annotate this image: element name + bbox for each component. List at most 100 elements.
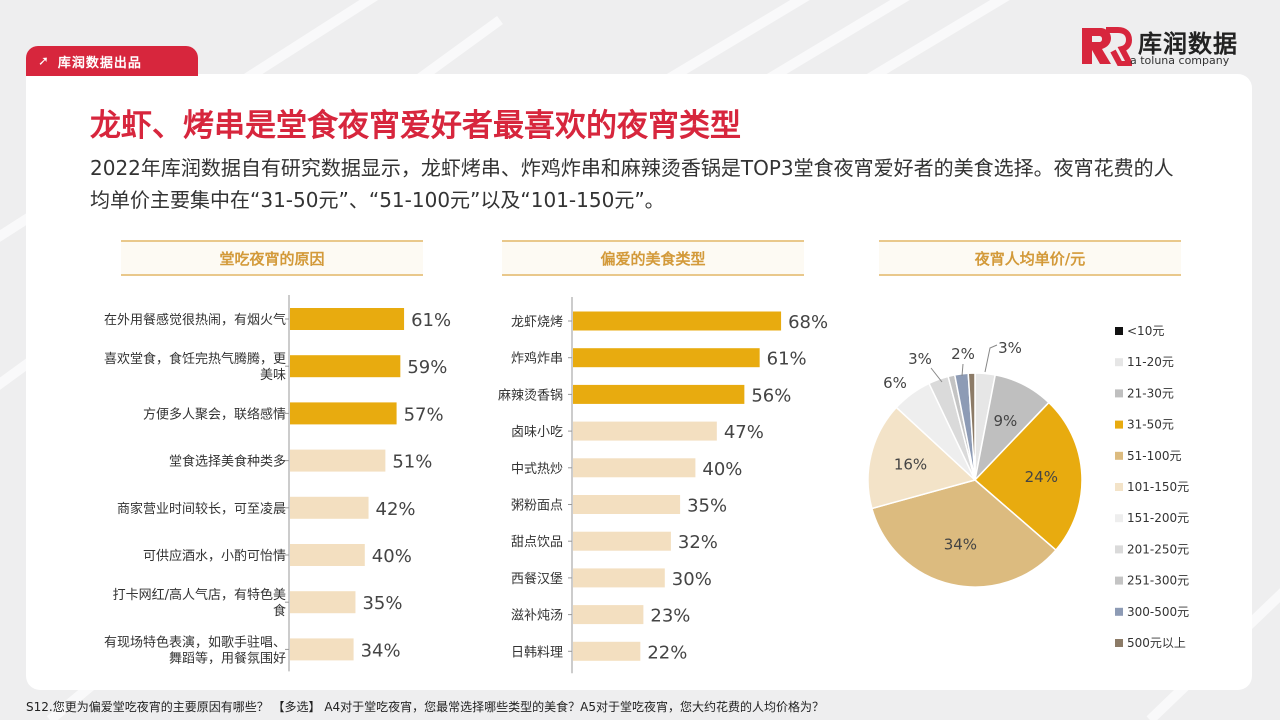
pie-legend-swatch	[1115, 420, 1123, 429]
pie-legend-swatch	[1115, 327, 1123, 335]
page-title: 龙虾、烤串是堂食夜宵爱好者最喜欢的夜宵类型	[90, 108, 741, 144]
food-chart-title: 偏爱的美食类型	[600, 249, 706, 268]
pie-value-label: 3%	[908, 350, 932, 368]
reason-bar	[290, 638, 354, 661]
food-value-label: 56%	[751, 385, 791, 406]
pie-slice	[870, 479, 1057, 588]
pie-legend-label: 300-500元	[1127, 605, 1189, 619]
company-logo: 库润数据 a toluna company	[1080, 22, 1260, 68]
reason-chart-title: 堂吃夜宵的原因	[219, 249, 325, 268]
reason-value-label: 40%	[372, 546, 412, 567]
pie-leader-line	[961, 363, 964, 377]
food-value-label: 35%	[687, 496, 727, 517]
reason-bar	[290, 591, 356, 614]
pie-legend-label: 201-250元	[1127, 542, 1189, 556]
food-value-label: 22%	[647, 642, 687, 663]
pie-legend-swatch	[1115, 514, 1123, 523]
food-chart-header: 偏爱的美食类型	[502, 240, 804, 276]
pie-legend-label: <10元	[1127, 324, 1164, 338]
price-chart-title: 夜宵人均单价/元	[974, 249, 1086, 268]
reason-category-label: 打卡网红/高人气店，有特色美食	[113, 587, 286, 619]
food-category-label: 西餐汉堡	[511, 571, 563, 587]
logo-mark-icon	[1082, 27, 1132, 66]
reason-value-label: 61%	[411, 310, 451, 331]
pie-legend-label: 21-30元	[1127, 386, 1174, 400]
food-category-label: 甜点饮品	[511, 534, 563, 550]
pie-legend-label: 11-20元	[1127, 355, 1174, 369]
reason-category-label: 堂食选择美食种类多	[169, 454, 286, 470]
food-value-label: 40%	[702, 459, 742, 480]
food-bar	[573, 641, 641, 661]
food-category-label: 龙虾烧烤	[511, 315, 563, 330]
reason-value-label: 34%	[361, 640, 401, 661]
pie-value-label: 3%	[998, 339, 1022, 357]
food-category-label: 日韩料理	[511, 645, 563, 660]
pie-value-label: 34%	[944, 536, 977, 554]
pie-legend-swatch	[1115, 639, 1123, 647]
reason-bar	[290, 544, 365, 566]
pie-value-label: 24%	[1025, 468, 1058, 486]
food-bar	[573, 531, 671, 551]
food-value-label: 30%	[672, 569, 712, 590]
food-bar	[573, 384, 745, 404]
food-bar	[573, 311, 782, 331]
reason-category-label: 在外用餐感觉很热闹，有烟火气	[104, 312, 286, 328]
pie-legend-label: 500元以上	[1127, 636, 1186, 650]
footnote: S12.您更为偏爱堂吃夜宵的主要原因有哪些？ 【多选】 A4对于堂吃夜宵，您最常…	[26, 700, 825, 714]
reason-value-label: 35%	[362, 593, 402, 614]
food-value-label: 47%	[724, 422, 764, 443]
pie-value-label: 16%	[894, 455, 927, 473]
food-bar	[573, 421, 717, 441]
pie-slice	[967, 372, 976, 481]
reason-category-label: 商家营业时间较长，可至凌晨	[117, 501, 286, 517]
page-subtitle: 2022年库润数据自有研究数据显示，龙虾烤串、炸鸡炸串和麻辣烫香锅是TOP3堂食…	[90, 156, 1174, 212]
food-bar	[573, 568, 665, 588]
reason-chart-header: 堂吃夜宵的原因	[121, 240, 423, 276]
brand-tag: ➚ 库润数据出品	[26, 46, 198, 76]
pie-legend-label: 151-200元	[1127, 511, 1189, 525]
food-value-label: 23%	[650, 606, 690, 627]
food-value-label: 61%	[767, 349, 807, 370]
pie-value-label: 2%	[951, 345, 975, 363]
food-category-label: 炸鸡炸串	[511, 351, 563, 367]
food-category-label: 粥粉面点	[511, 498, 563, 514]
pie-legend-label: 101-150元	[1127, 480, 1189, 494]
reason-bar	[290, 308, 405, 330]
price-chart-header: 夜宵人均单价/元	[879, 240, 1181, 276]
reason-value-label: 42%	[376, 499, 416, 520]
food-bar	[573, 605, 644, 625]
food-value-label: 68%	[788, 312, 828, 333]
reason-bar	[290, 449, 386, 472]
reason-category-label: 方便多人聚会，联络感情	[143, 406, 286, 422]
logo-subtitle: a toluna company	[1130, 54, 1230, 67]
reason-value-label: 57%	[404, 404, 444, 425]
food-category-label: 卤味小吃	[511, 424, 563, 440]
logo-name: 库润数据	[1138, 30, 1238, 58]
reason-bar	[290, 402, 397, 425]
food-category-label: 滋补炖汤	[511, 609, 563, 624]
food-bar	[573, 458, 696, 478]
food-category-label: 麻辣烫香锅	[498, 387, 563, 403]
food-value-label: 32%	[678, 532, 718, 553]
food-bar	[573, 348, 760, 368]
pie-value-label: 9%	[994, 412, 1018, 430]
pie-slice	[973, 401, 1083, 552]
pie-legend-swatch	[1115, 451, 1123, 460]
pie-legend-swatch	[1115, 483, 1123, 491]
reason-value-label: 59%	[407, 357, 447, 378]
pie-leader-line	[930, 367, 943, 383]
reason-bar	[290, 496, 369, 519]
pie-legend-swatch	[1115, 576, 1123, 585]
pie-legend-label: 51-100元	[1127, 449, 1182, 463]
pie-legend-label: 31-50元	[1127, 418, 1174, 432]
reason-value-label: 51%	[392, 452, 432, 473]
pie-legend-label: 251-300元	[1127, 574, 1189, 588]
pie-leader-line	[984, 344, 998, 373]
pie-legend-swatch	[1115, 389, 1123, 398]
pie-value-label: 6%	[883, 374, 907, 392]
reason-category-label: 喜欢堂食，食饪完热气腾腾，更美味	[104, 351, 286, 383]
food-category-label: 中式热炒	[511, 462, 563, 477]
food-bar	[573, 495, 681, 514]
reason-category-label: 有现场特色表演，如歌手驻唱、舞蹈等，用餐氛围好	[104, 634, 286, 666]
